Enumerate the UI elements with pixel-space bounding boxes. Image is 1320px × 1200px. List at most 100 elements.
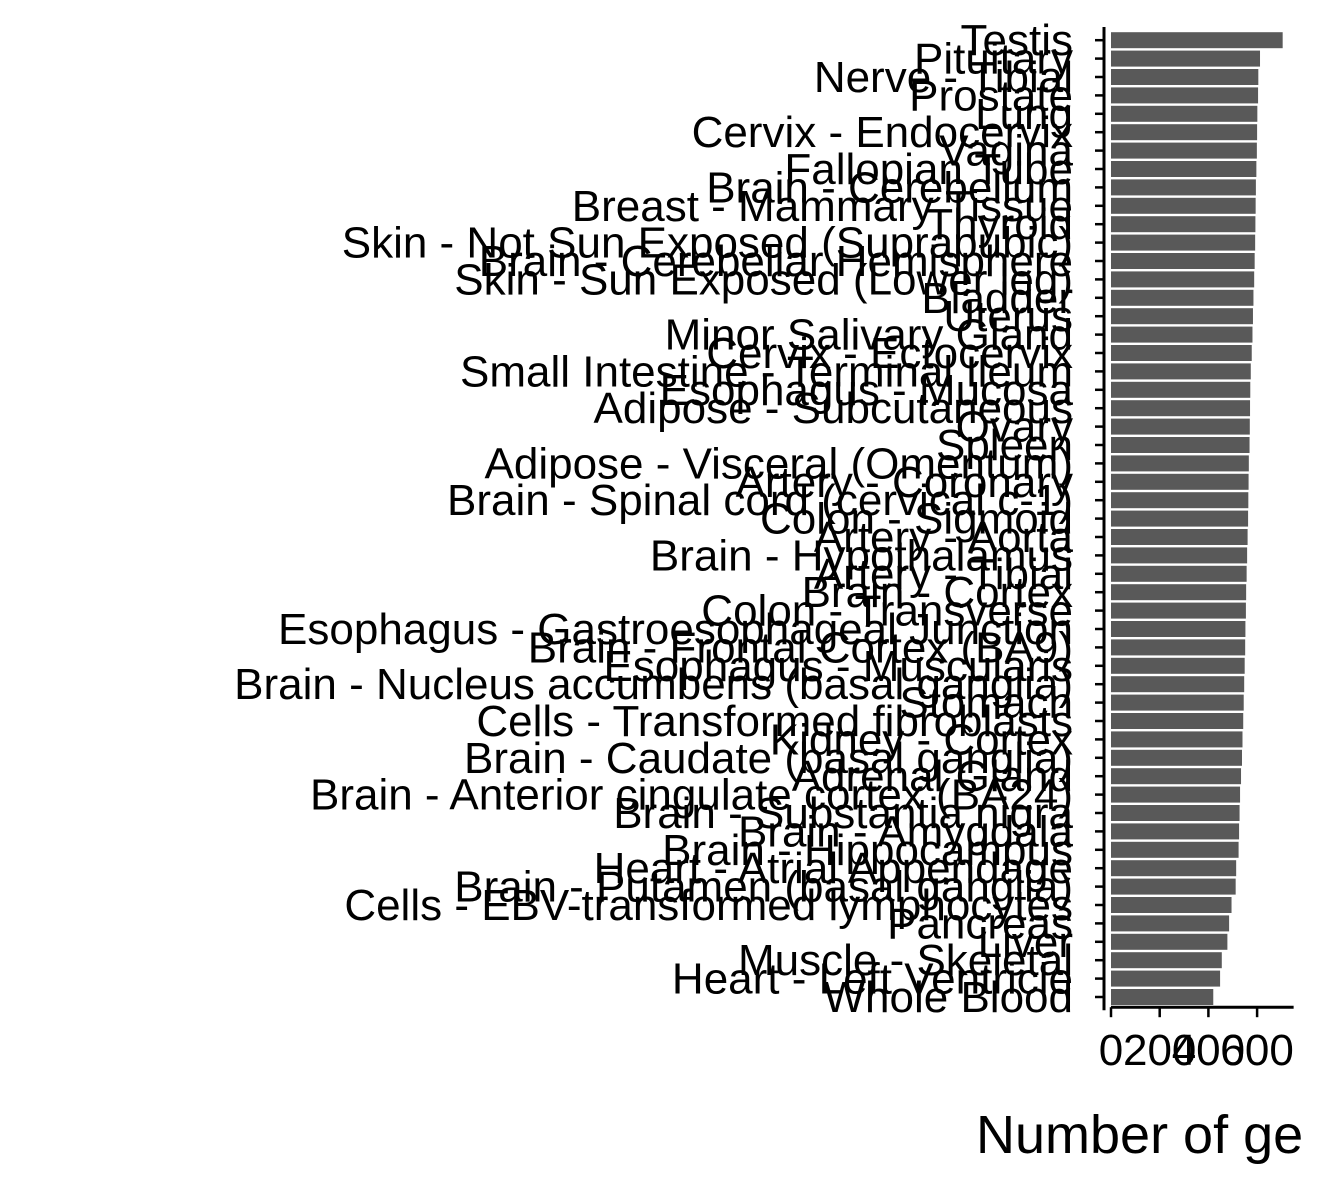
x-tick-label: 600 xyxy=(1220,1026,1293,1075)
bar xyxy=(1111,32,1283,49)
bar xyxy=(1111,510,1249,527)
category-label: Esophagus - Mucosa xyxy=(660,366,1074,415)
bar xyxy=(1111,694,1244,711)
category-label: Colon - Transverse xyxy=(701,587,1073,636)
bar xyxy=(1111,492,1249,509)
category-label: Brain - Anterior cingulate cortex (BA24) xyxy=(310,771,1073,820)
category-label: Brain - Cortex xyxy=(802,568,1073,617)
category-label: Colon - Sigmoid xyxy=(760,495,1073,544)
bar xyxy=(1111,216,1256,233)
category-label: Brain - Amygdala xyxy=(738,807,1074,856)
y-ticks-group xyxy=(1095,38,1104,999)
bar xyxy=(1111,400,1251,417)
category-label: Stomach xyxy=(899,679,1073,728)
category-label: Brain - Nucleus accumbens (basal ganglia… xyxy=(234,660,1073,709)
bar xyxy=(1111,841,1239,858)
category-label: Skin - Not Sun Exposed (Suprapubic) xyxy=(342,219,1073,268)
category-label: Small Intestine - Terminal Ileum xyxy=(460,347,1073,396)
x-tick-label: 200 xyxy=(1123,1026,1196,1075)
category-label: Ovary xyxy=(956,403,1073,452)
category-label: Lung xyxy=(975,90,1073,139)
category-label: Testis xyxy=(961,16,1073,65)
category-label: Brain - Spinal cord (cervical c-1) xyxy=(447,476,1073,525)
category-label: Brain - Hippocampus xyxy=(662,826,1073,875)
x-tick-label: 400 xyxy=(1172,1026,1245,1075)
category-label: Uterus xyxy=(943,292,1073,341)
bar xyxy=(1111,50,1261,67)
bar xyxy=(1111,897,1232,913)
bar xyxy=(1111,878,1236,895)
bar xyxy=(1111,418,1250,435)
bar xyxy=(1111,639,1246,656)
category-label: Vagina xyxy=(939,127,1073,176)
x-tick-label: 0 xyxy=(1099,1026,1123,1075)
bar xyxy=(1111,823,1240,840)
bar xyxy=(1111,786,1241,803)
category-label: Pancreas xyxy=(887,899,1073,948)
category-label: Spleen xyxy=(936,421,1073,470)
category-label: Cervix - Ectocervix xyxy=(706,329,1073,378)
category-label: Artery - Tibial xyxy=(814,550,1073,599)
bar xyxy=(1111,657,1245,674)
category-label: Esophagus - Gastroesophageal Junction xyxy=(278,605,1073,654)
bar xyxy=(1111,308,1253,325)
bar xyxy=(1111,676,1245,693)
bar xyxy=(1111,933,1228,950)
bar xyxy=(1111,381,1251,398)
bar xyxy=(1111,363,1251,380)
bar xyxy=(1111,970,1221,987)
category-label: Esophagus - Muscularis xyxy=(603,642,1073,691)
category-label: Heart - Left Ventricle xyxy=(672,955,1073,1004)
bar xyxy=(1111,621,1246,637)
bar xyxy=(1111,584,1247,601)
bar xyxy=(1111,473,1249,490)
category-label: Bladder xyxy=(921,274,1073,323)
category-label: Artery - Aorta xyxy=(814,513,1074,562)
bar xyxy=(1111,253,1255,269)
bar xyxy=(1111,547,1248,564)
bar xyxy=(1111,345,1252,361)
category-label: Skin - Sun Exposed (Lower leg) xyxy=(454,255,1073,304)
bar xyxy=(1111,529,1248,545)
bar xyxy=(1111,326,1253,343)
category-label: Cervix - Endocervix xyxy=(692,108,1073,157)
bar xyxy=(1111,713,1244,729)
category-label: Adipose - Subcutaneous xyxy=(594,384,1073,433)
bar xyxy=(1111,989,1214,1005)
bar xyxy=(1111,731,1243,748)
bar xyxy=(1111,860,1237,877)
category-label: Brain - Frontal Cortex (BA9) xyxy=(528,623,1073,672)
category-label: Brain - Putamen (basal ganglia) xyxy=(454,863,1073,912)
bar xyxy=(1111,142,1257,159)
bars-group xyxy=(1111,32,1283,1005)
category-label: Pituitary xyxy=(914,35,1073,84)
bar xyxy=(1111,197,1256,214)
category-label: Kidney - Cortex xyxy=(770,715,1073,764)
bar xyxy=(1111,124,1258,141)
bar xyxy=(1111,455,1249,472)
bar xyxy=(1111,234,1256,251)
bar xyxy=(1111,952,1222,969)
category-label: Fallopian Tube xyxy=(784,145,1073,194)
category-label: Muscle - Skeletal xyxy=(738,936,1073,985)
bar xyxy=(1111,289,1254,306)
category-label: Brain - Cerebellar Hemisphere xyxy=(479,237,1073,286)
bar xyxy=(1111,805,1240,821)
category-label: Brain - Caudate (basal ganglia) xyxy=(464,734,1073,783)
category-label: Liver xyxy=(978,918,1073,967)
bar xyxy=(1111,179,1256,196)
bar xyxy=(1111,271,1255,288)
bar xyxy=(1111,87,1259,104)
category-label: Heart - Atrial Appendage xyxy=(594,844,1073,893)
category-label: Breast - Mammary Tissue xyxy=(572,182,1073,231)
bar xyxy=(1111,437,1250,453)
category-label: Cells - Transformed fibroblasts xyxy=(476,697,1073,746)
category-label: Brain - Cerebellum xyxy=(706,163,1073,212)
category-label: Cells - EBV-transformed lymphocytes xyxy=(344,881,1073,930)
bar xyxy=(1111,768,1242,785)
category-label: Adipose - Visceral (Omentum) xyxy=(485,439,1074,488)
category-label: Nerve - Tibial xyxy=(814,53,1073,102)
bar xyxy=(1111,749,1242,766)
